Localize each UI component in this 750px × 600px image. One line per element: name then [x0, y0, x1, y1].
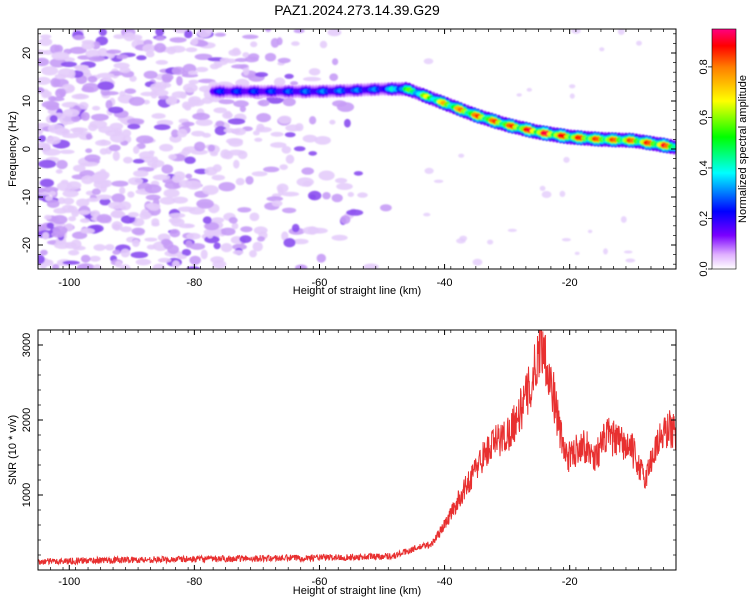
- snr-y-tick-label: 3000: [21, 333, 33, 357]
- snr-x-label: Height of straight line (km): [293, 585, 421, 597]
- spectrogram-x-tick-label: -40: [437, 277, 453, 289]
- spectrogram-y-tick-label: -10: [21, 189, 33, 205]
- colorbar-tick-label: 0.8: [698, 59, 710, 74]
- chart-title: PAZ1.2024.273.14.39.G29: [274, 2, 440, 18]
- snr-x-tick-label: -80: [186, 576, 202, 588]
- snr-x-tick-label: -60: [312, 576, 328, 588]
- spectrogram-y-tick-label: 20: [21, 47, 33, 59]
- spectrogram-y-tick-label: 10: [21, 95, 33, 107]
- spectrogram-x-tick-label: -20: [562, 277, 578, 289]
- spectrogram-x-tick-label: -80: [186, 277, 202, 289]
- snr-x-tick-label: -20: [562, 576, 578, 588]
- noise-blobs: [38, 29, 642, 269]
- colorbar-tick-label: 0.4: [698, 160, 710, 175]
- snr-y-tick-label: 1000: [21, 483, 33, 507]
- snr-panel: -100 -80 -60 -40 -20 1000 2000 3000 Height of s…: [7, 329, 677, 597]
- snr-y-tick-label: 2000: [21, 408, 33, 432]
- colorbar-tick-label: 0.0: [698, 261, 710, 276]
- spectrogram-y-tick-label: -20: [21, 237, 33, 253]
- spectrogram-y-label: Frequency (Hz): [7, 111, 19, 187]
- spectral-ridge: [209, 81, 676, 155]
- spectrogram-y-tick-label: 0: [21, 146, 33, 152]
- spectrogram-x-tick-label: -100: [58, 277, 80, 289]
- snr-ticks: -100 -80 -60 -40 -20 1000 2000 3000: [21, 329, 677, 588]
- snr-series-line: [38, 330, 676, 566]
- colorbar-ticks: 0.0 0.2 0.4 0.6 0.8: [698, 59, 712, 277]
- colorbar-label: Normalized spectral amplitude: [737, 75, 749, 223]
- colorbar-gradient: [711, 28, 737, 270]
- colorbar-tick-label: 0.2: [698, 211, 710, 226]
- snr-x-tick-label: -100: [58, 576, 80, 588]
- snr-x-tick-label: -40: [437, 576, 453, 588]
- spectrogram-x-tick-label: -60: [312, 277, 328, 289]
- colorbar: 0.0 0.2 0.4 0.6 0.8 Normalized spectral ampl…: [698, 28, 749, 277]
- snr-y-label: SNR (10 * v/v): [7, 415, 19, 485]
- spectrogram-heatmap: [38, 29, 676, 269]
- colorbar-tick-label: 0.6: [698, 110, 710, 125]
- spectrogram-x-label: Height of straight line (km): [293, 285, 421, 297]
